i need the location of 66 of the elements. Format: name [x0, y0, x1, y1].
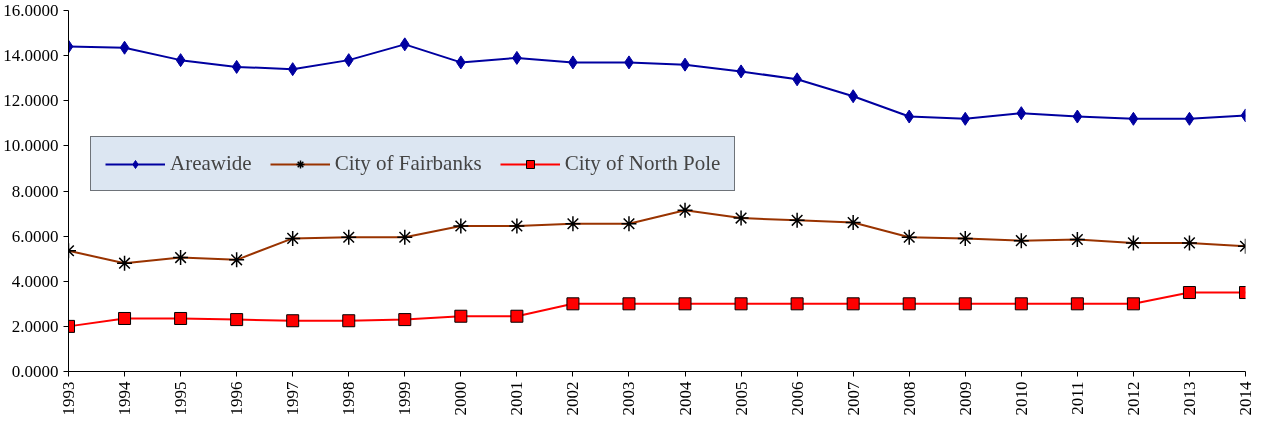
x-tick-label: 2011: [1067, 381, 1087, 415]
point: [960, 111, 971, 126]
point: [904, 109, 915, 124]
point: [398, 313, 412, 327]
y-tick-label: 8.0000: [11, 181, 59, 201]
y-tick-label: 16.0000: [3, 1, 59, 20]
y-tick-label: 4.0000: [11, 271, 59, 291]
y-tick-label: 6.0000: [11, 226, 59, 246]
point: [175, 53, 186, 68]
x-tick-label: 2006: [787, 381, 807, 416]
x-tick-label: 2013: [1179, 381, 1199, 416]
point: [566, 297, 580, 311]
x-tick-label: 1993: [59, 381, 78, 416]
point: [1072, 109, 1083, 124]
legend-label: City of Fairbanks: [334, 151, 482, 176]
y-tick-label: 10.0000: [3, 136, 59, 156]
x-tick-label: 2001: [507, 381, 527, 416]
point: [1128, 111, 1139, 126]
point: [399, 37, 410, 52]
point: [118, 311, 132, 325]
x-tick-label: 1996: [227, 381, 247, 416]
y-tick-label: 0.0000: [11, 362, 59, 381]
point: [119, 40, 130, 55]
point: [454, 309, 468, 323]
x-tick-label: 2003: [619, 381, 639, 416]
point: [286, 314, 300, 328]
point: [174, 311, 188, 325]
point: [958, 297, 972, 311]
x-tick-label: 1999: [395, 381, 415, 416]
point: [734, 297, 748, 311]
x-tick-label: 1998: [339, 381, 359, 416]
point: [1016, 106, 1027, 121]
x-tick-label: 2007: [843, 381, 863, 416]
x-tick-label: 2008: [899, 381, 919, 416]
point: [510, 309, 524, 323]
x-tick-label: 1997: [283, 381, 303, 416]
legend-label: City of North Pole: [564, 151, 721, 176]
point: [231, 59, 242, 74]
x-tick-label: 2014: [1236, 381, 1255, 416]
x-tick-label: 2000: [451, 381, 471, 416]
x-tick-label: 2005: [731, 381, 751, 416]
point: [678, 297, 692, 311]
point: [343, 53, 354, 68]
point: [902, 297, 916, 311]
x-tick-label: 2012: [1123, 381, 1143, 416]
y-tick-label: 12.0000: [3, 91, 59, 111]
point: [790, 297, 804, 311]
point: [1182, 286, 1196, 300]
point: [1184, 111, 1195, 126]
point: [622, 297, 636, 311]
point: [287, 62, 298, 77]
x-tick-label: 1995: [171, 381, 191, 416]
point: [846, 297, 860, 311]
point: [1014, 297, 1028, 311]
x-tick-label: 2009: [955, 381, 975, 416]
y-tick-label: 2.0000: [11, 316, 59, 336]
x-tick-label: 2002: [563, 381, 583, 416]
point: [1126, 297, 1140, 311]
x-tick-label: 2004: [675, 381, 695, 416]
point: [1070, 297, 1084, 311]
point: [342, 314, 356, 328]
x-tick-label: 2010: [1011, 381, 1031, 416]
y-tick-label: 14.0000: [3, 46, 59, 66]
legend-label: Areawide: [170, 151, 252, 176]
x-tick-label: 1994: [115, 381, 135, 416]
point: [230, 313, 244, 327]
